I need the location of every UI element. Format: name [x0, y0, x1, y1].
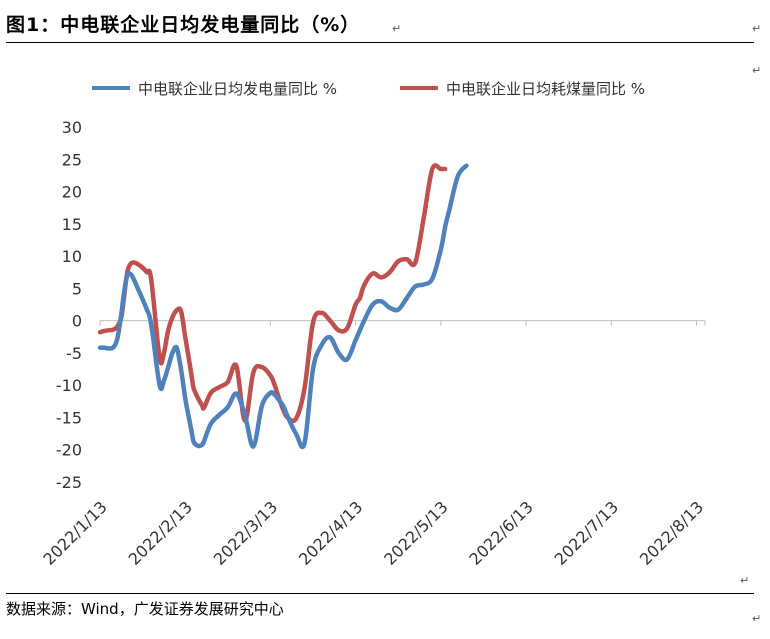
title-rule — [6, 42, 754, 43]
paragraph-mark: ↵ — [752, 22, 762, 35]
y-tick-label: 25 — [62, 150, 82, 169]
x-tick-label: 2022/2/13 — [125, 497, 196, 568]
legend-label: 中电联企业日均耗煤量同比 % — [446, 80, 645, 98]
x-tick-label: 2022/1/13 — [39, 497, 110, 568]
chart-legend: 中电联企业日均发电量同比 % 中电联企业日均耗煤量同比 % — [92, 80, 645, 98]
y-tick-label: 10 — [62, 247, 82, 266]
y-tick-label: -25 — [56, 473, 82, 492]
x-tick-label: 2022/6/13 — [465, 497, 536, 568]
y-tick-label: 5 — [72, 279, 82, 298]
paragraph-mark: ↵ — [752, 64, 762, 77]
paragraph-mark: ↵ — [740, 574, 750, 587]
chart-series — [97, 163, 469, 450]
y-tick-label: -15 — [56, 408, 82, 427]
x-axis: 2022/1/13 2022/2/13 2022/3/13 2022/4/13 2022… — [39, 320, 707, 569]
paragraph-mark: ↵ — [392, 22, 402, 35]
x-tick-label: 2022/5/13 — [380, 497, 451, 568]
legend-label: 中电联企业日均发电量同比 % — [138, 80, 337, 98]
series-line-coal-consumption — [97, 163, 448, 424]
y-tick-label: -5 — [66, 344, 82, 363]
y-tick-label: 30 — [62, 118, 82, 137]
x-tick-label: 2022/8/13 — [636, 497, 707, 568]
y-tick-label: 0 — [72, 312, 82, 331]
x-tick-label: 2022/4/13 — [295, 497, 366, 568]
x-tick-label: 2022/7/13 — [551, 497, 622, 568]
series-line-power-generation — [97, 163, 469, 450]
y-tick-label: 15 — [62, 215, 82, 234]
figure-title: 图1：中电联企业日均发电量同比（%） — [6, 14, 361, 36]
y-axis: 30 25 20 15 10 5 0 -5 -10 -15 -20 -25 — [56, 118, 82, 492]
source-rule — [6, 593, 754, 594]
x-tick-label: 2022/3/13 — [210, 497, 281, 568]
y-tick-label: 20 — [62, 183, 82, 202]
paragraph-mark: ↵ — [752, 612, 762, 625]
y-tick-label: -10 — [56, 376, 82, 395]
source-note: 数据来源：Wind，广发证券发展研究中心 — [6, 600, 284, 618]
y-tick-label: -20 — [56, 441, 82, 460]
